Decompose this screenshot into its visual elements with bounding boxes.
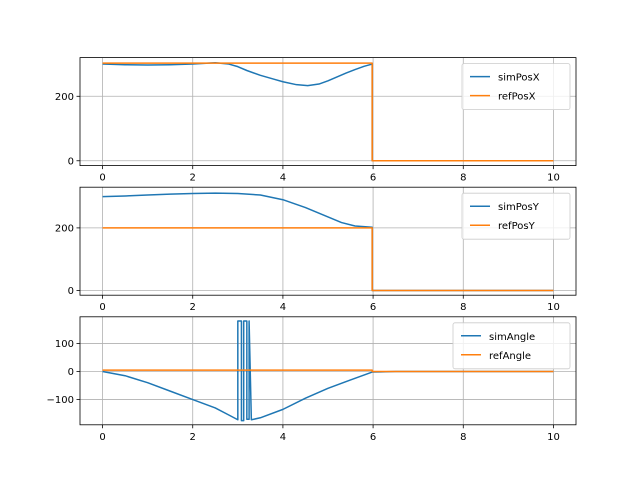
x-tick-label: 2 (190, 302, 196, 313)
legend-label-refPosX: refPosX (498, 92, 536, 103)
x-tick-label: 8 (460, 302, 466, 313)
series-line-refAngle (102, 369, 554, 373)
x-tick-label: 4 (280, 302, 286, 313)
y-tick-label: 0 (68, 156, 74, 167)
x-tick-label: 6 (370, 173, 376, 184)
legend: simAngle refAngle (452, 322, 571, 370)
legend-box (461, 63, 571, 110)
x-tick-label: 10 (547, 302, 560, 313)
series-line-simAngle (102, 320, 554, 422)
axes-frame (79, 316, 577, 426)
x-tick-label: 10 (547, 173, 560, 184)
x-tick-label: 6 (370, 432, 376, 443)
x-tick-label: 10 (547, 432, 560, 443)
legend: simPosY refPosY (461, 192, 571, 240)
legend-label-simPosX: simPosX (498, 73, 540, 84)
axes-frame (79, 186, 577, 296)
x-tick-label: 0 (99, 302, 105, 313)
x-tick-label: 2 (190, 432, 196, 443)
x-tick-label: 4 (280, 432, 286, 443)
legend-label-refPosY: refPosY (498, 221, 536, 232)
legend-label-simPosY: simPosY (498, 202, 540, 213)
y-tick-label: 200 (55, 223, 74, 234)
subplot-2: 0 2 4 6 8 10 0 200 simPosY refPosY (55, 186, 577, 313)
legend-label-simAngle: simAngle (489, 332, 535, 343)
x-tick-label: 0 (99, 432, 105, 443)
x-tick-label: 0 (99, 173, 105, 184)
subplot-1: 0 2 4 6 8 10 0 200 simPosX refPosX (55, 57, 577, 184)
legend-label-refAngle: refAngle (489, 351, 531, 362)
legend: simPosX refPosX (461, 63, 571, 110)
series-line-refPosY (102, 227, 554, 292)
x-tick-label: 4 (280, 173, 286, 184)
y-tick-label: 100 (55, 339, 74, 350)
y-tick-label: 200 (55, 92, 74, 103)
x-tick-label: 8 (460, 432, 466, 443)
axes-frame (79, 57, 577, 166)
x-tick-label: 8 (460, 173, 466, 184)
y-tick-label: 0 (68, 286, 74, 297)
x-tick-label: 6 (370, 302, 376, 313)
x-tick-label: 2 (190, 173, 196, 184)
subplot-3: 0 2 4 6 8 10 −100 0 100 simAngle refAngle (47, 316, 577, 443)
legend-box (452, 322, 571, 370)
y-tick-label: 0 (68, 367, 74, 378)
legend-box (461, 192, 571, 240)
series-line-refPosX (102, 62, 554, 162)
y-tick-label: −100 (47, 395, 74, 406)
